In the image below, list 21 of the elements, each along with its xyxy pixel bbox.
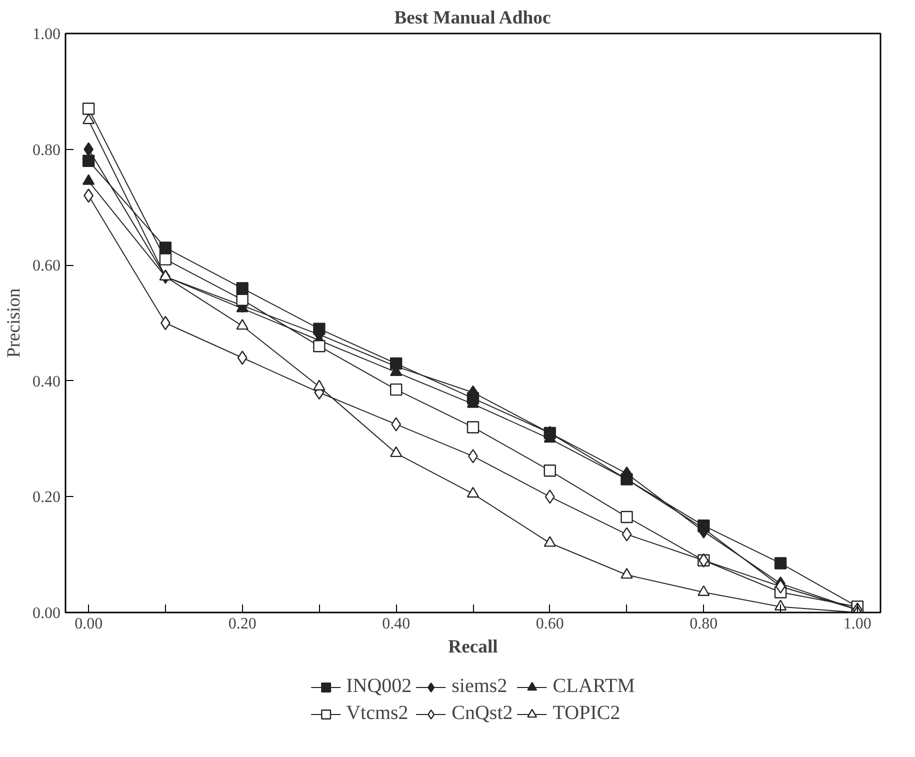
x-tick-label: 0.20: [228, 616, 256, 632]
legend-label: CnQst2: [452, 702, 513, 725]
y-tick-label: 0.40: [32, 373, 60, 390]
x-tick-label: 0.40: [382, 616, 410, 632]
chart-title: Best Manual Adhoc: [394, 8, 551, 28]
legend-label: CLARTM: [552, 675, 635, 698]
y-tick-label: 0.80: [32, 142, 60, 159]
x-tick-label: 0.60: [536, 616, 564, 632]
legend-label: TOPIC2: [552, 702, 620, 725]
x-tick-label: 0.80: [690, 616, 718, 632]
x-tick-label: 1.00: [843, 616, 872, 632]
legend-label: Vtcms2: [346, 702, 408, 725]
y-tick-label: 0.00: [32, 605, 60, 622]
x-tick-label: 0.00: [74, 616, 103, 632]
x-axis-title: Recall: [448, 636, 498, 658]
y-tick-label: 1.00: [32, 26, 60, 43]
y-tick-label: 0.20: [32, 489, 60, 506]
legend-label: INQ002: [346, 675, 412, 698]
y-axis-title: Precision: [4, 288, 24, 358]
legend-label: siems2: [452, 675, 508, 698]
y-tick-label: 0.60: [32, 258, 60, 275]
